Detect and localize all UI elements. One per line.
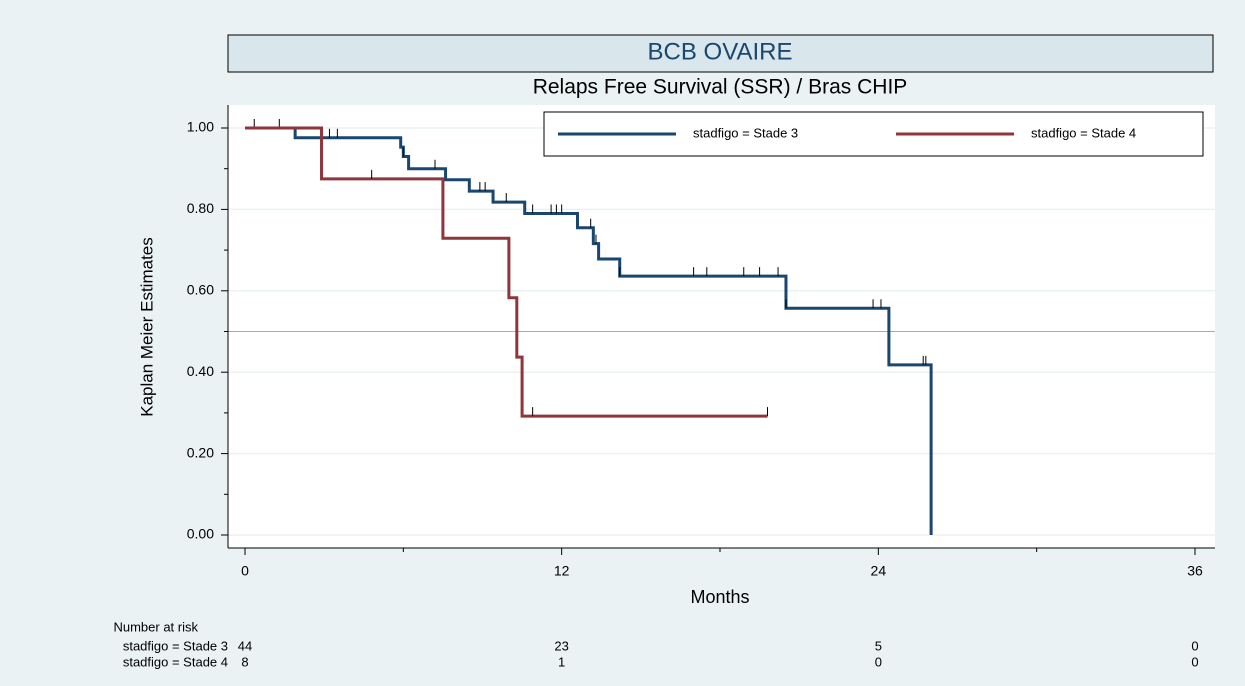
y-tick-label: 1.00 — [187, 119, 214, 135]
title-box — [227, 34, 1214, 73]
risk-table-title: Number at risk — [113, 619, 198, 634]
y-tick-label: 0.80 — [187, 200, 214, 216]
y-tick-label: 0.40 — [187, 363, 214, 379]
x-axis-label: Months — [690, 587, 749, 607]
survival-curve — [245, 126, 933, 535]
plot-area — [228, 105, 1215, 548]
legend-label: stadfigo = Stade 3 — [693, 125, 798, 140]
chart-title: BCB OVAIRE — [648, 38, 793, 65]
legend-label: stadfigo = Stade 4 — [1031, 125, 1136, 140]
y-tick-label: 0.60 — [187, 282, 214, 298]
risk-count: 0 — [875, 654, 882, 669]
risk-row-label: stadfigo = Stade 3 — [123, 638, 228, 653]
risk-count: 1 — [558, 654, 565, 669]
risk-count: 5 — [875, 638, 882, 653]
x-tick-label: 0 — [241, 563, 249, 579]
risk-count: 0 — [1191, 638, 1198, 653]
x-tick-label: 12 — [554, 563, 570, 579]
risk-row-label: stadfigo = Stade 4 — [123, 654, 228, 669]
risk-count: 23 — [554, 638, 568, 653]
risk-count: 0 — [1191, 654, 1198, 669]
risk-count: 8 — [241, 654, 248, 669]
survival-curve — [245, 126, 768, 418]
x-tick-label: 24 — [871, 563, 887, 579]
plot-layer: 0.00 0.20 0.40 0.60 0.80 1.00 0 12 24 36 stadfigo … — [113, 105, 1215, 669]
x-tick-label: 36 — [1187, 563, 1203, 579]
risk-count: 44 — [238, 638, 252, 653]
chart-subtitle: Relaps Free Survival (SSR) / Bras CHIP — [533, 76, 908, 99]
y-tick-label: 0.20 — [187, 444, 214, 460]
y-tick-label: 0.00 — [187, 526, 214, 542]
y-axis-label: Kaplan Meier Estimates — [137, 237, 156, 417]
